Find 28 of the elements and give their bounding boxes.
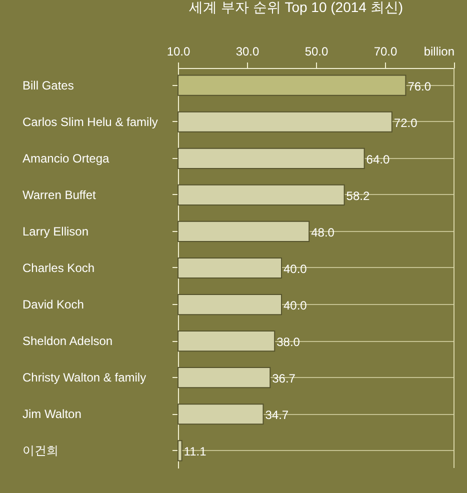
y-tick-label: David Koch bbox=[22, 298, 84, 312]
y-tick-label: Jim Walton bbox=[22, 407, 82, 422]
y-tick-label: Warren Buffet bbox=[22, 188, 97, 202]
data-label: 76.0 bbox=[408, 79, 432, 94]
y-tick-label: Carlos Slim Helu & family bbox=[22, 114, 158, 129]
data-label: 40.0 bbox=[284, 298, 308, 313]
chart-title: 세계 부자 순위 Top 10 (2014 최신) bbox=[189, 0, 403, 15]
data-label: 38.0 bbox=[276, 335, 300, 350]
y-tick-label: Christy Walton & family bbox=[22, 370, 146, 385]
data-label: 11.1 bbox=[184, 444, 207, 459]
y-tick-label: Larry Ellison bbox=[22, 224, 89, 238]
x-tick-label: 10.0 bbox=[166, 44, 190, 58]
y-tick-label: Charles Koch bbox=[22, 261, 95, 275]
data-label: 48.0 bbox=[311, 225, 335, 240]
y-tick-label: Sheldon Adelson bbox=[22, 334, 113, 348]
y-tick-label: 이건희 bbox=[22, 444, 58, 458]
y-tick-label: Bill Gates bbox=[22, 78, 74, 92]
data-label: 36.7 bbox=[272, 372, 296, 386]
data-label: 40.0 bbox=[284, 262, 308, 276]
x-tick-label: billion bbox=[424, 44, 454, 58]
x-tick-label: 50.0 bbox=[304, 44, 328, 58]
data-label: 64.0 bbox=[366, 152, 390, 166]
x-tick-label: 70.0 bbox=[374, 44, 398, 58]
y-tick-label: Amancio Ortega bbox=[22, 151, 110, 166]
data-label: 72.0 bbox=[394, 116, 418, 130]
data-label: 58.2 bbox=[346, 188, 370, 203]
data-label: 34.7 bbox=[265, 408, 289, 422]
x-tick-label: 30.0 bbox=[236, 44, 260, 58]
